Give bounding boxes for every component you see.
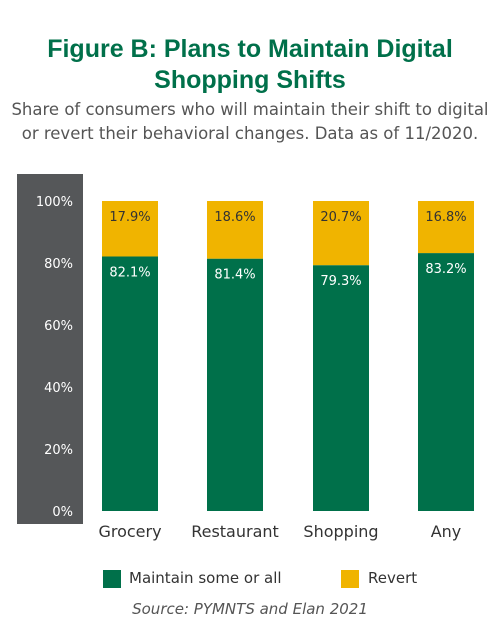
x-tick-label: Any [431, 522, 462, 541]
source-note: Source: PYMNTS and Elan 2021 [132, 600, 368, 618]
x-tick-label: Shopping [303, 522, 378, 541]
data-label: 18.6% [214, 210, 255, 225]
bar-maintain [313, 265, 369, 511]
y-tick-label: 80% [44, 257, 73, 272]
data-label: 16.8% [425, 210, 466, 225]
data-label: 81.4% [214, 268, 255, 283]
legend-label-revert: Revert [368, 569, 418, 587]
x-tick-label: Grocery [98, 522, 161, 541]
y-tick-label: 20% [44, 443, 73, 458]
chart-subtitle: Share of consumers who will maintain the… [10, 98, 490, 146]
chart-subtitle-line2: or revert their behavioral changes. Data… [21, 124, 479, 143]
y-tick-label: 40% [44, 381, 73, 396]
bar-revert [102, 201, 158, 257]
bar-maintain [207, 258, 263, 511]
bar-revert [313, 201, 369, 266]
legend-swatch-revert [341, 570, 359, 588]
bar-maintain [418, 253, 474, 511]
y-tick-label: 0% [52, 505, 73, 520]
data-label: 79.3% [320, 274, 361, 289]
data-label: 17.9% [109, 210, 150, 225]
legend-swatch-maintain [103, 570, 121, 588]
chart-title-line1: Figure B: Plans to Maintain Digital [47, 35, 453, 63]
bar-revert [207, 201, 263, 259]
data-label: 83.2% [425, 262, 466, 277]
y-axis-panel [17, 174, 83, 524]
x-tick-label: Restaurant [191, 522, 279, 541]
y-tick-label: 100% [36, 195, 73, 210]
y-tick-label: 60% [44, 319, 73, 334]
bar-revert [418, 201, 474, 254]
bar-maintain [102, 256, 158, 511]
chart-title-line2: Shopping Shifts [154, 66, 346, 94]
legend-label-maintain: Maintain some or all [129, 569, 282, 587]
chart-title: Figure B: Plans to Maintain Digital Shop… [0, 34, 500, 96]
data-label: 20.7% [320, 210, 361, 225]
data-label: 82.1% [109, 265, 150, 280]
chart-subtitle-line1: Share of consumers who will maintain the… [11, 100, 489, 119]
